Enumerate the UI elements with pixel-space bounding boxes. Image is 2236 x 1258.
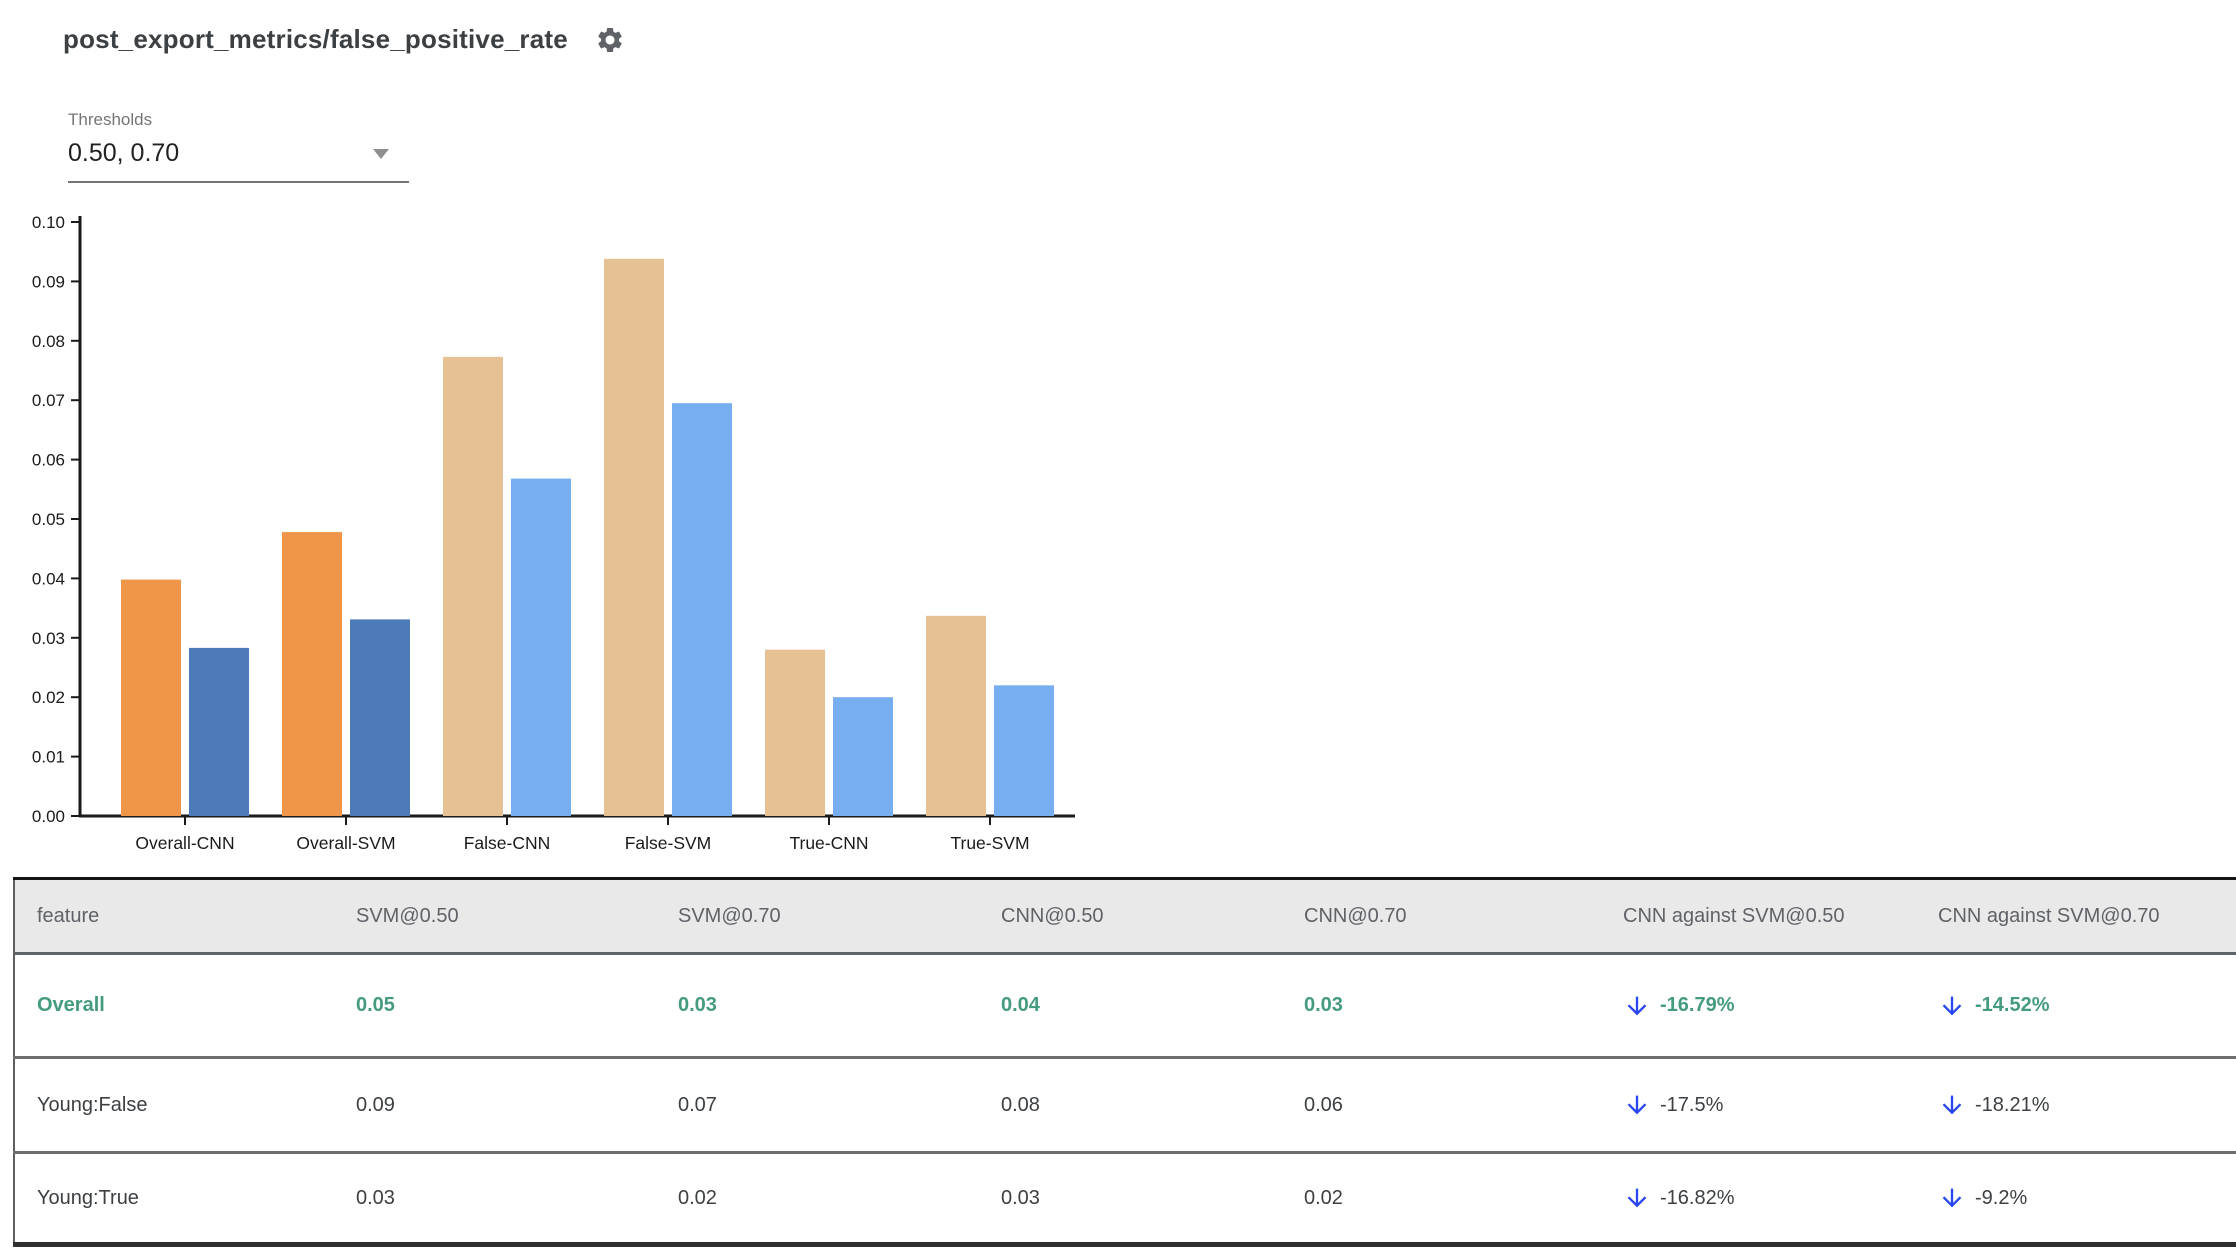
bar-true-svm-threshold-070[interactable] bbox=[994, 685, 1054, 816]
bar-chart-canvas: 0.00 0.01 0.02 0.03 0.04 0.05 0.06 0.07 0.08 0.09… bbox=[32, 213, 1075, 853]
y-tick-label: 0.07 bbox=[32, 391, 65, 410]
column-header-feature: feature bbox=[14, 878, 334, 955]
svm-050-cell: 0.09 bbox=[356, 1093, 395, 1116]
y-tick-label: 0.05 bbox=[32, 510, 65, 529]
thresholds-dropdown[interactable]: Thresholds 0.50, 0.70 bbox=[68, 110, 409, 183]
decrease-arrow-down-icon bbox=[1942, 996, 1962, 1015]
cnn-070-cell: 0.02 bbox=[1304, 1186, 1343, 1209]
svm-070-cell: 0.02 bbox=[678, 1186, 717, 1209]
cnn-050-cell: 0.08 bbox=[1001, 1093, 1040, 1116]
bar-false-cnn-threshold-070[interactable] bbox=[511, 478, 571, 816]
y-tick-label: 0.03 bbox=[32, 629, 65, 648]
metrics-table: feature SVM@0.50 SVM@0.70 CNN@0.50 CNN@0.70 C… bbox=[13, 877, 2236, 1247]
bar-false-svm-threshold-050[interactable] bbox=[604, 258, 664, 816]
cmp-050-cell: -17.5% bbox=[1601, 1058, 1916, 1153]
decrease-arrow-down-icon bbox=[1942, 1188, 1962, 1208]
bar-chart: 0.00 0.01 0.02 0.03 0.04 0.05 0.06 0.07 0.08 0.09… bbox=[0, 200, 1120, 900]
y-tick-label: 0.10 bbox=[32, 213, 65, 232]
column-header-cnn-0-50: CNN@0.50 bbox=[979, 878, 1282, 955]
table-header-row: feature SVM@0.50 SVM@0.70 CNN@0.50 CNN@0.70 C… bbox=[14, 878, 2236, 955]
feature-cell: Young:False bbox=[37, 1093, 148, 1116]
bar-false-cnn-threshold-050[interactable] bbox=[443, 356, 503, 816]
svm-050-cell: 0.03 bbox=[356, 1186, 395, 1209]
cmp-050-cell: -16.82% bbox=[1601, 1153, 1916, 1245]
thresholds-label: Thresholds bbox=[68, 110, 153, 129]
cmp-070-cell: -18.21% bbox=[1916, 1058, 2236, 1153]
decrease-arrow-down-icon bbox=[1942, 1095, 1962, 1115]
bar-overall-cnn-threshold-050[interactable] bbox=[121, 579, 181, 816]
column-header-cnn-against-svm-0-70: CNN against SVM@0.70 bbox=[1916, 878, 2236, 955]
feature-cell: Overall bbox=[37, 994, 105, 1016]
column-header-cnn-against-svm-0-50: CNN against SVM@0.50 bbox=[1601, 878, 1916, 955]
column-header-svm-0-70: SVM@0.70 bbox=[656, 878, 979, 955]
thresholds-value: 0.50, 0.70 bbox=[68, 139, 180, 167]
decrease-arrow-down-icon bbox=[1627, 1095, 1647, 1115]
comparison-value: -16.82% bbox=[1660, 1186, 1735, 1209]
bar-false-svm-threshold-070[interactable] bbox=[672, 403, 732, 816]
comparison-value: -9.2% bbox=[1975, 1186, 2028, 1209]
cnn-050-cell: 0.03 bbox=[1001, 1186, 1040, 1209]
cnn-070-cell: 0.06 bbox=[1304, 1093, 1343, 1116]
bar-true-cnn-threshold-050[interactable] bbox=[765, 649, 825, 816]
y-tick-label: 0.01 bbox=[32, 748, 65, 767]
cnn-070-cell: 0.03 bbox=[1304, 994, 1343, 1016]
comparison-value: -14.52% bbox=[1975, 994, 2050, 1016]
svm-050-cell: 0.05 bbox=[356, 994, 395, 1016]
bar-overall-svm-threshold-070[interactable] bbox=[350, 619, 410, 816]
cnn-050-cell: 0.04 bbox=[1001, 994, 1040, 1016]
cmp-070-cell: -9.2% bbox=[1916, 1153, 2236, 1245]
svm-070-cell: 0.07 bbox=[678, 1093, 717, 1116]
x-tick-label-true-svm: True-SVM bbox=[950, 833, 1029, 853]
y-tick-label: 0.02 bbox=[32, 688, 65, 707]
x-tick-label-overall-cnn: Overall-CNN bbox=[135, 833, 234, 853]
comparison-value: -17.5% bbox=[1660, 1093, 1724, 1116]
bar-true-cnn-threshold-070[interactable] bbox=[833, 697, 893, 816]
y-tick-label: 0.09 bbox=[32, 272, 65, 291]
bar-true-svm-threshold-050[interactable] bbox=[926, 615, 986, 816]
bar-overall-cnn-threshold-070[interactable] bbox=[189, 647, 249, 816]
comparison-value: -18.21% bbox=[1975, 1093, 2050, 1116]
decrease-arrow-down-icon bbox=[1627, 996, 1647, 1015]
x-tick-label-false-svm: False-SVM bbox=[625, 833, 712, 853]
chevron-down-icon bbox=[373, 148, 389, 159]
column-header-cnn-0-70: CNN@0.70 bbox=[1282, 878, 1601, 955]
feature-cell: Young:True bbox=[37, 1186, 139, 1209]
y-tick-label: 0.04 bbox=[32, 569, 65, 588]
settings-gear-icon[interactable] bbox=[595, 25, 625, 55]
panel-header: post_export_metrics/false_positive_rate bbox=[63, 24, 625, 55]
y-tick-label: 0.08 bbox=[32, 332, 65, 351]
table-row-young-true: Young:True 0.03 0.02 0.03 0.02 -16.82% -9.2% bbox=[14, 1152, 2236, 1245]
cmp-050-cell: -16.79% bbox=[1601, 954, 1916, 1058]
x-tick-label-overall-svm: Overall-SVM bbox=[296, 833, 395, 853]
cmp-070-cell: -14.52% bbox=[1916, 954, 2236, 1058]
y-tick-label: 0.06 bbox=[32, 451, 65, 470]
column-header-svm-0-50: SVM@0.50 bbox=[334, 878, 656, 955]
page-title: post_export_metrics/false_positive_rate bbox=[63, 24, 568, 54]
table-row-young-false: Young:False 0.09 0.07 0.08 0.06 -17.5% -18.21% bbox=[14, 1057, 2236, 1153]
y-tick-label: 0.00 bbox=[32, 807, 65, 826]
x-tick-label-true-cnn: True-CNN bbox=[789, 833, 868, 853]
comparison-value: -16.79% bbox=[1660, 994, 1735, 1016]
bar-overall-svm-threshold-050[interactable] bbox=[282, 532, 342, 816]
svm-070-cell: 0.03 bbox=[678, 994, 717, 1016]
decrease-arrow-down-icon bbox=[1627, 1188, 1647, 1208]
table-row-overall: Overall 0.05 0.03 0.04 0.03 -16.79% -14.52% bbox=[14, 953, 2236, 1058]
x-tick-label-false-cnn: False-CNN bbox=[464, 833, 551, 853]
